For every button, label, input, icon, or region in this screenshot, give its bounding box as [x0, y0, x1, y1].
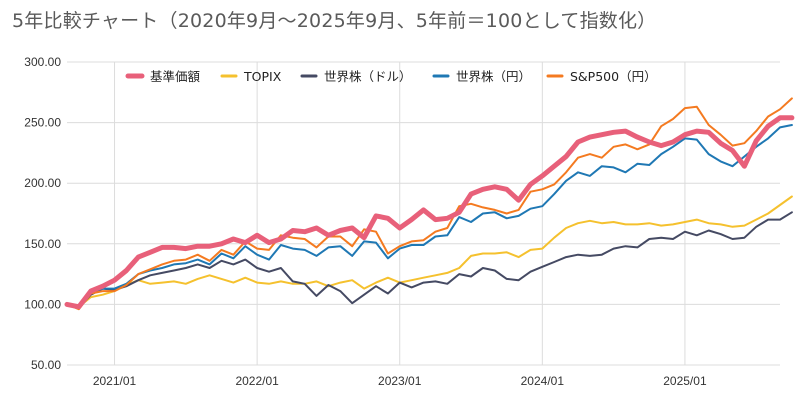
x-tick-label: 2024/01	[521, 374, 565, 388]
y-tick-label: 250.00	[24, 116, 61, 130]
legend-label: 基準価額	[150, 69, 201, 84]
series-line-1	[64, 115, 795, 310]
x-tick-label: 2025/01	[663, 374, 707, 388]
x-tick-label: 2023/01	[378, 374, 422, 388]
y-tick-label: 300.00	[24, 55, 61, 69]
y-tick-label: 100.00	[24, 297, 61, 311]
y-tick-label: 200.00	[24, 176, 61, 190]
series-line-3	[66, 211, 793, 309]
series-line-2	[66, 195, 793, 308]
legend-label: 世界株（円）	[456, 69, 531, 84]
legend-label: S&P500（円）	[570, 69, 657, 84]
series-line-4	[66, 124, 793, 309]
legend-label: TOPIX	[243, 69, 282, 84]
x-tick-label: 2021/01	[93, 374, 137, 388]
x-tick-label: 2022/01	[235, 374, 279, 388]
y-tick-label: 150.00	[24, 237, 61, 251]
legend-label: 世界株（ドル）	[324, 69, 412, 84]
y-tick-label: 50.00	[31, 358, 61, 372]
series-line-5	[66, 97, 793, 311]
chart-title: 5年比較チャート（2020年9月〜2025年9月、5年前＝100として指数化）	[12, 10, 657, 32]
